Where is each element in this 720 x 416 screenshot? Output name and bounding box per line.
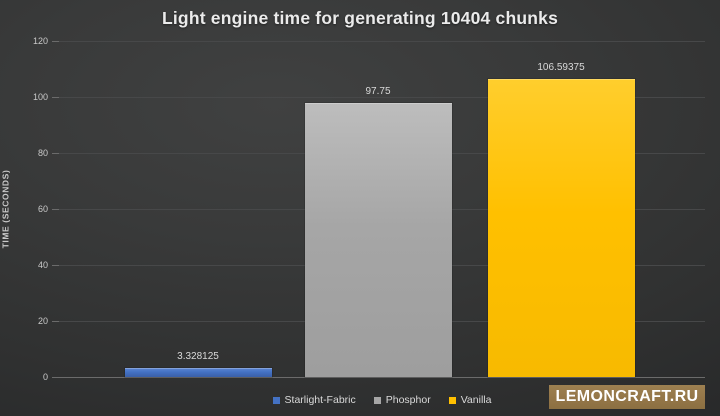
bar-value-label-phosphor: 97.75 [365, 86, 391, 97]
watermark-label: LEMONCRAFT.RU [555, 388, 699, 405]
legend-swatch-icon [272, 397, 280, 404]
y-tick-mark-80 [52, 153, 59, 154]
bar-phosphor [304, 103, 452, 377]
y-tick-mark-100 [52, 97, 59, 98]
y-tick-label-100: 100 [32, 92, 48, 102]
y-tick-mark-60 [52, 209, 59, 210]
y-tick-label-120: 120 [32, 36, 48, 46]
y-tick-label-80: 80 [37, 148, 48, 158]
legend-swatch-icon [448, 397, 456, 404]
legend-item-vanilla: Vanilla [448, 394, 492, 406]
y-tick-mark-20 [52, 321, 59, 322]
bar-value-label-vanilla: 106.59375 [537, 62, 585, 73]
bar-vanilla [487, 79, 635, 377]
bar-value-label-starlight-fabric: 3.328125 [177, 351, 219, 362]
y-tick-label-40: 40 [37, 260, 48, 270]
legend-label: Phosphor [385, 394, 431, 406]
y-tick-label-0: 0 [42, 372, 48, 382]
legend-swatch-icon [373, 397, 381, 404]
gridline-100 [59, 97, 705, 98]
legend: Starlight-Fabric Phosphor Vanilla [59, 395, 705, 406]
legend-label: Vanilla [460, 394, 492, 406]
legend-item-starlight-fabric: Starlight-Fabric [272, 394, 356, 406]
y-tick-label-60: 60 [37, 204, 48, 214]
chart-title: Light engine time for generating 10404 c… [161, 8, 559, 28]
legend-item-phosphor: Phosphor [373, 394, 431, 406]
watermark-badge: LEMONCRAFT.RU [549, 385, 705, 409]
y-tick-mark-120 [52, 41, 59, 42]
x-axis-line [52, 377, 705, 378]
bar-starlight-fabric [124, 368, 272, 377]
y-tick-mark-40 [52, 265, 59, 266]
gridline-120 [59, 41, 705, 42]
y-tick-label-20: 20 [37, 316, 48, 326]
legend-label: Starlight-Fabric [284, 394, 356, 406]
